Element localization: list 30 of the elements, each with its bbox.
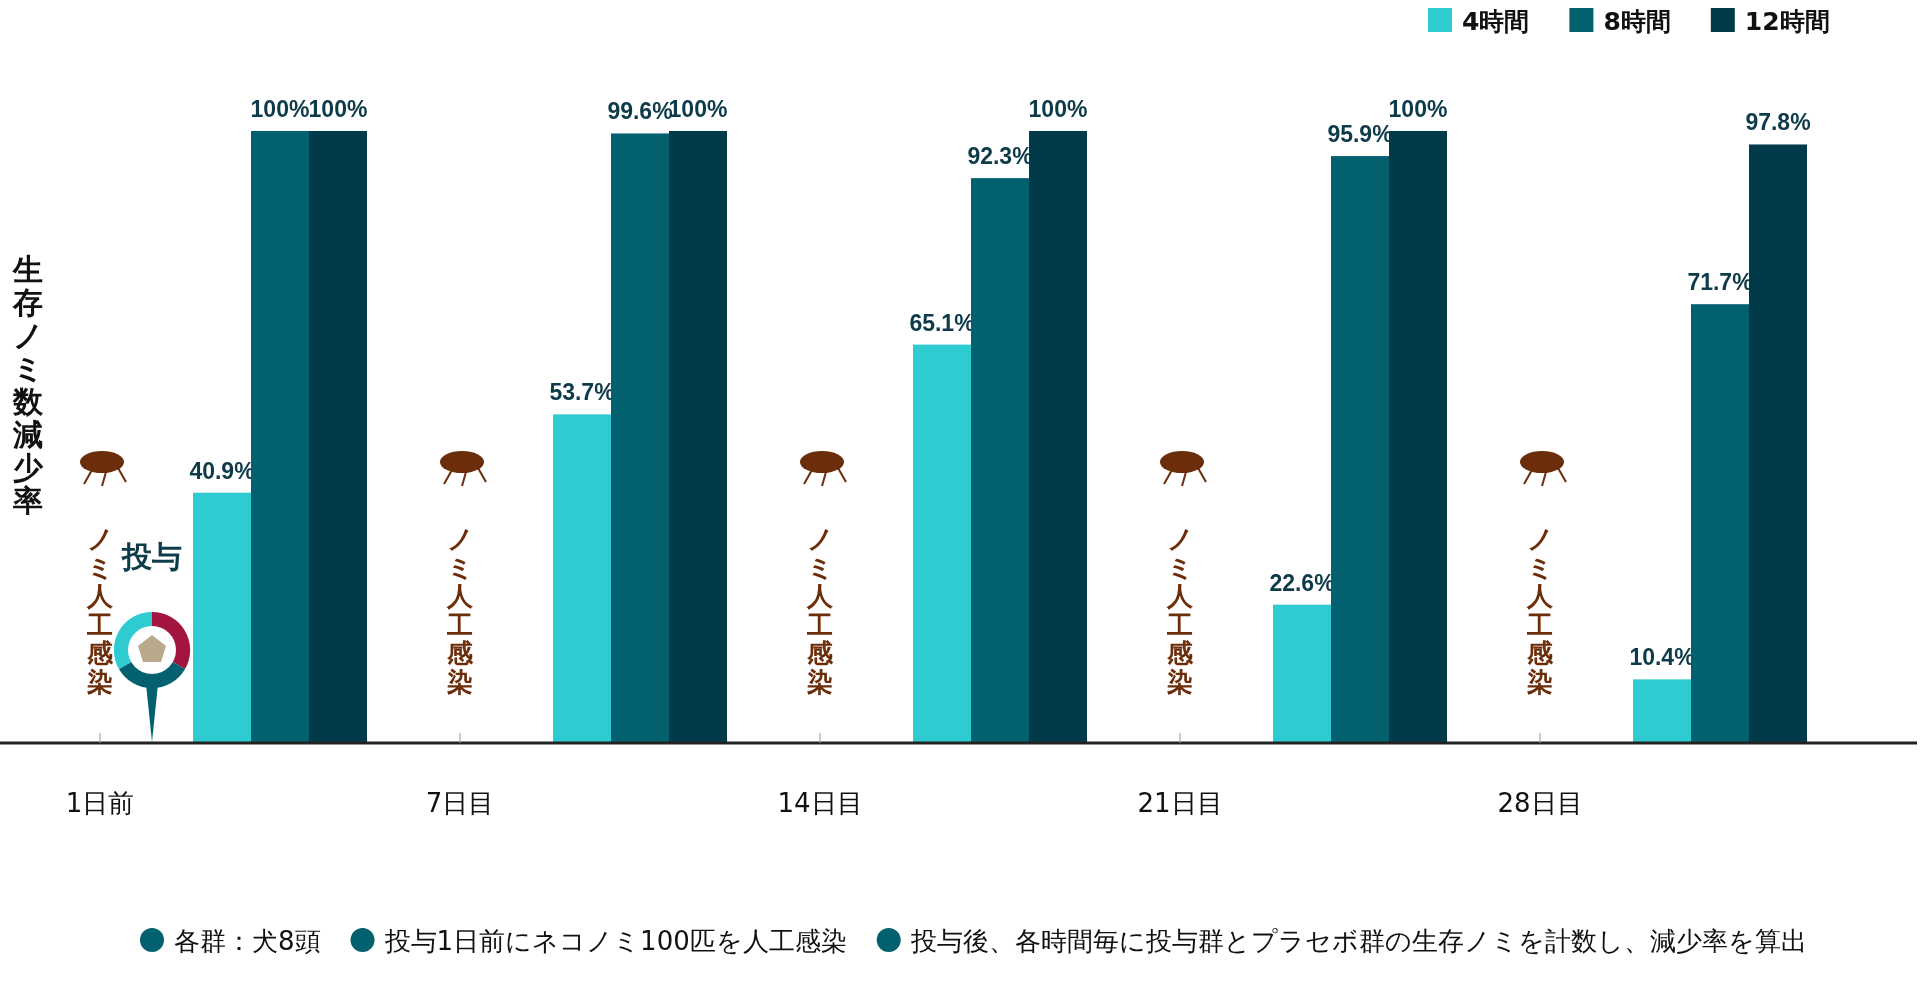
annotation: ノミ人工感染 (1166, 524, 1194, 697)
data-label: 10.4% (1629, 644, 1695, 671)
x-tick-label: 28日目 (1497, 788, 1583, 818)
data-label: 92.3% (967, 143, 1033, 170)
x-tick-label: 1日前 (65, 788, 135, 818)
text: 投与後、各時間毎に投与群とプラセボ群の生存ノミを計数し、減少率を算出 (909, 926, 1807, 956)
data-label: 100% (1028, 96, 1088, 122)
data-label: 97.8% (1745, 109, 1811, 136)
legend-label: 8時間 (1603, 7, 1671, 36)
x-tick-label: 7日目 (425, 788, 495, 818)
data-label: 100% (1388, 96, 1448, 122)
data-label: 22.6% (1269, 569, 1335, 596)
annotation: ノミ人工感染 (86, 524, 114, 697)
annotation: 投与 (121, 539, 182, 574)
annotation: ノミ人工感染 (1526, 524, 1554, 697)
data-label: 100% (308, 96, 368, 122)
annotation: ノミ人工感染 (806, 524, 834, 697)
data-label: 40.9% (189, 457, 255, 484)
data-label: 95.9% (1327, 121, 1393, 148)
annotation: ノミ人工感染 (446, 524, 474, 697)
y-axis-title: 生存ノミ数減少率 (12, 252, 44, 518)
data-label: 65.1% (909, 309, 975, 336)
legend-label: 12時間 (1744, 7, 1830, 36)
x-tick-label: 21日目 (1137, 788, 1223, 818)
text: 各群：犬8頭 (174, 926, 321, 956)
data-label: 53.7% (549, 379, 615, 406)
legend-label: 4時間 (1462, 7, 1530, 36)
x-tick-label: 14日目 (777, 788, 863, 818)
data-label: 100% (250, 96, 310, 122)
text: 投与1日前にネコノミ100匹を人工感染 (383, 926, 847, 956)
